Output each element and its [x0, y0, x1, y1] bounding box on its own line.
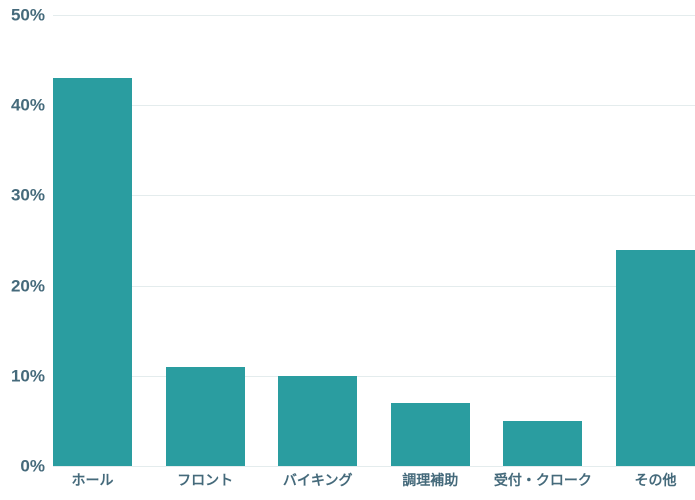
gridline — [53, 105, 695, 107]
x-axis-category-label: バイキング — [282, 472, 353, 488]
bar-column: バイキング — [278, 15, 358, 488]
bar — [165, 366, 245, 466]
gridline — [53, 285, 695, 287]
bar — [503, 420, 583, 466]
bar-column: ホール — [53, 15, 132, 488]
bar — [278, 375, 358, 466]
y-axis: 0% 10% 20% 30% 40% 50% — [0, 7, 45, 475]
x-axis-category-label: フロント — [177, 472, 234, 488]
x-axis-category-label: 受付・クローク — [493, 472, 592, 488]
bars-container: ホール フロント バイキング 調理補助 受付・クローク その他 — [53, 15, 695, 488]
bar — [615, 249, 695, 466]
bar-column: 調理補助 — [390, 15, 470, 488]
x-axis-category-label: その他 — [634, 472, 677, 488]
y-axis-tick-label: 20% — [10, 276, 45, 296]
bar-column: 受付・クローク — [494, 15, 592, 488]
x-axis-category-label: 調理補助 — [402, 472, 459, 488]
plot-area: ホール フロント バイキング 調理補助 受付・クローク その他 — [53, 15, 695, 488]
gridline — [53, 195, 695, 197]
bar-column: その他 — [615, 15, 695, 488]
y-axis-tick-label: 30% — [10, 185, 45, 205]
gridline — [53, 466, 695, 467]
bar — [53, 78, 132, 466]
bar-column: フロント — [165, 15, 245, 488]
y-axis-tick-label: 0% — [20, 456, 45, 476]
x-axis-category-label: ホール — [71, 472, 114, 488]
bar — [390, 402, 470, 466]
y-axis-tick-label: 40% — [10, 95, 45, 115]
gridline — [53, 375, 695, 377]
y-axis-tick-label: 10% — [10, 366, 45, 386]
y-axis-tick-label: 50% — [10, 5, 45, 25]
gridline — [53, 15, 695, 16]
